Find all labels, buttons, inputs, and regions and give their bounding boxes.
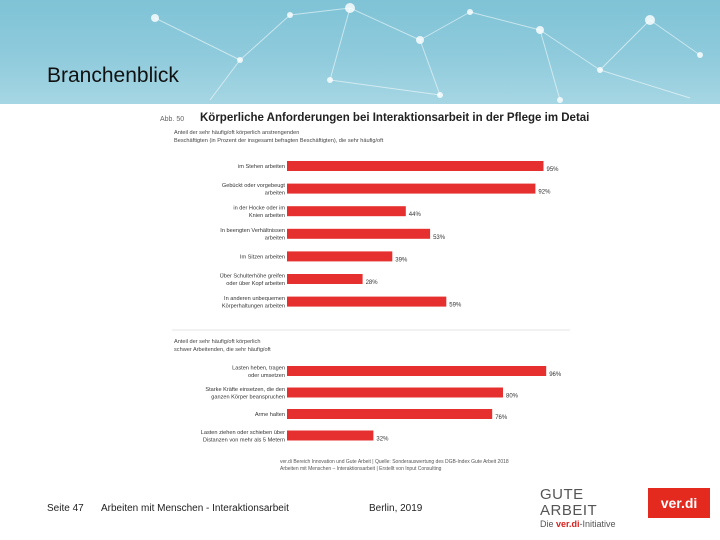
gute-arbeit-logo: GUTE ARBEIT Die ver.di-Initiative <box>540 486 640 530</box>
category-label: Starke Kräfte einsetzen, die den <box>205 387 285 393</box>
data-label: 28% <box>366 280 379 286</box>
category-label: In anderen unbequemen <box>224 296 285 302</box>
category-label: Lasten heben, tragen <box>232 365 285 371</box>
group-caption: schwer Arbeitenden, die sehr häufig/oft <box>174 347 271 353</box>
footer-place-year: Berlin, 2019 <box>369 503 423 514</box>
figure-label: Abb. 50 <box>160 116 184 123</box>
data-label: 96% <box>549 372 562 378</box>
page-number: Seite 47 <box>47 503 84 514</box>
category-label: Lasten ziehen oder schieben über <box>201 430 285 436</box>
slide-title: Branchenblick <box>47 64 179 87</box>
category-label: oder über Kopf arbeiten <box>226 281 285 287</box>
category-label: oder umsetzen <box>248 373 285 379</box>
category-label: arbeiten <box>265 190 285 196</box>
data-label: 32% <box>376 437 389 443</box>
group-caption: Beschäftigten (in Prozent der insgesamt … <box>174 138 384 144</box>
bar <box>287 387 503 398</box>
bar <box>287 409 493 419</box>
bar <box>287 228 431 239</box>
bar <box>287 251 393 262</box>
category-label: arbeiten <box>265 236 285 242</box>
category-label: Knien arbeiten <box>249 213 285 219</box>
bar <box>287 183 536 194</box>
category-label: im Stehen arbeiten <box>238 164 285 170</box>
category-label: Körperhaltungen arbeiten <box>222 303 285 309</box>
gute-arbeit-logo-title: GUTE ARBEIT <box>540 486 598 519</box>
bar <box>287 161 544 171</box>
bar <box>287 274 363 284</box>
data-label: 76% <box>495 415 508 421</box>
data-label: 59% <box>449 303 462 309</box>
data-label: 95% <box>547 167 560 173</box>
category-label: In beengten Verhältnissen <box>220 228 285 234</box>
data-label: 53% <box>433 235 446 241</box>
data-label: 39% <box>395 257 408 263</box>
group-caption: Anteil der sehr häufig/oft körperlich <box>174 339 260 345</box>
bar <box>287 366 547 376</box>
bar <box>287 430 374 441</box>
category-label: in der Hocke oder im <box>233 205 285 211</box>
footer-topic: Arbeiten mit Menschen - Interaktionsarbe… <box>101 503 289 514</box>
data-label: 92% <box>538 190 551 196</box>
network-graphic <box>151 3 703 103</box>
bar <box>287 206 406 217</box>
chart-title: Körperliche Anforderungen bei Interaktio… <box>200 112 590 124</box>
data-label: 44% <box>409 212 422 218</box>
header-banner: Branchenblick <box>0 0 720 104</box>
source-note: Arbeiten mit Menschen – Interaktionsarbe… <box>280 466 442 472</box>
source-note: ver.di Bereich Innovation und Gute Arbei… <box>280 459 509 465</box>
group-caption: Anteil der sehr häufig/oft körperlich an… <box>174 130 299 136</box>
chart-image: Abb. 50 Körperliche Anforderungen bei Int… <box>160 106 593 516</box>
bar-chart: Abb. 50 Körperliche Anforderungen bei Int… <box>160 112 593 472</box>
category-label: ganzen Körper beanspruchen <box>211 394 285 400</box>
category-label: Über Schulterhöhe greifen <box>220 272 285 279</box>
gute-arbeit-logo-subtitle: Die ver.di-Initiative <box>540 519 616 529</box>
verdi-logo: ver.di <box>648 488 710 518</box>
category-label: Im Sitzen arbeiten <box>240 254 285 260</box>
category-label: Distanzen von mehr als 5 Metern <box>203 437 285 443</box>
category-label: Arme halten <box>255 412 285 418</box>
category-label: Gebückt oder vorgebeugt <box>222 183 286 189</box>
bar <box>287 296 447 307</box>
data-label: 80% <box>506 394 519 400</box>
